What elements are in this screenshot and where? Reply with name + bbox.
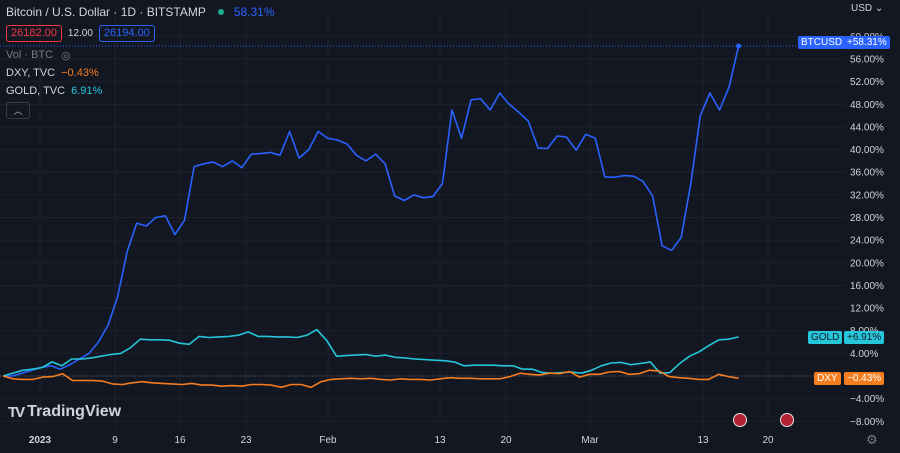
y-tick-label: 52.00% (850, 77, 884, 88)
currency-selector[interactable]: USD ⌄ (851, 3, 883, 14)
y-tick-label: −4.00% (850, 394, 884, 405)
y-tick-label: 44.00% (850, 122, 884, 133)
x-tick-label: 13 (434, 435, 446, 446)
symbol-change-pct: 58.31% (233, 5, 275, 19)
dxy-compare-row[interactable]: DXY, TVC −0.43% (6, 64, 275, 82)
gold-change: 6.91% (71, 85, 103, 97)
gear-icon[interactable]: ⚙ (866, 432, 878, 447)
x-tick-label: 9 (112, 435, 118, 446)
gold-series-line[interactable] (2, 328, 739, 377)
y-tick-label: 48.00% (850, 100, 884, 111)
dxy-change: −0.43% (61, 67, 99, 79)
y-tick-label: 24.00% (850, 236, 884, 247)
gold-series-tag: GOLD (808, 331, 843, 344)
x-tick-label: 2023 (29, 435, 52, 446)
x-tick-label: Mar (581, 435, 599, 446)
x-tick-label: 16 (174, 435, 186, 446)
chevron-down-icon: ⌄ (874, 3, 884, 14)
dxy-label: DXY, TVC (6, 67, 56, 79)
price-scale[interactable]: 60.00%56.00%52.00%48.00%44.00%40.00%36.0… (850, 32, 884, 428)
gold-compare-row[interactable]: GOLD, TVC 6.91% (6, 82, 275, 100)
buy-price-button[interactable]: 26194.00 (98, 24, 155, 42)
x-tick-label: 23 (240, 435, 252, 446)
gold-value-tag: +6.91% (844, 331, 885, 344)
btc-tag-name: BTCUSD (801, 37, 843, 48)
y-tick-label: 4.00% (850, 349, 878, 360)
btc-series-tag: BTCUSD (798, 36, 846, 49)
y-tick-label: 28.00% (850, 213, 884, 224)
x-tick-label: 13 (697, 435, 709, 446)
y-tick-label: 36.00% (850, 168, 884, 179)
btc-value-tag: +58.31% (844, 36, 890, 49)
collapse-legend-button[interactable]: ︿ (6, 102, 30, 119)
y-tick-label: 40.00% (850, 145, 884, 156)
gold-label: GOLD, TVC (6, 85, 66, 97)
volume-indicator-row[interactable]: Vol · BTC ◎ (6, 46, 275, 64)
dxy-tag-name: DXY (817, 373, 838, 384)
btcusd-series-line[interactable] (3, 45, 740, 377)
main-symbol-row[interactable]: Bitcoin / U.S. Dollar · 1D · BITSTAMP 58… (6, 3, 275, 21)
spread-value: 12.00 (67, 27, 93, 39)
y-tick-label: 12.00% (850, 304, 884, 315)
chart-grid (0, 10, 845, 430)
volume-label: Vol · BTC (6, 49, 54, 61)
btc-tag-value: +58.31% (847, 37, 887, 48)
btcusd-last-point (736, 43, 742, 49)
market-status-icon (217, 9, 224, 15)
bid-ask-row: 26182.00 12.00 26194.00 (6, 24, 275, 42)
dxy-series-tag: DXY (814, 372, 841, 385)
tradingview-logo-icon: TV (8, 403, 25, 421)
series-layer (2, 43, 742, 389)
currency-label: USD (851, 3, 873, 14)
us-flag-event-icon[interactable] (733, 413, 747, 427)
y-tick-label: −8.00% (850, 417, 884, 428)
x-tick-label: 20 (762, 435, 774, 446)
chart-legend: Bitcoin / U.S. Dollar · 1D · BITSTAMP 58… (6, 3, 275, 119)
y-tick-label: 16.00% (850, 281, 884, 292)
dxy-tag-value: −0.43% (847, 373, 882, 384)
gold-tag-value: +6.91% (847, 332, 882, 343)
chevron-up-icon: ︿ (13, 106, 23, 116)
dxy-value-tag: −0.43% (844, 372, 885, 385)
dxy-series-line[interactable] (2, 369, 739, 389)
time-scale[interactable]: 2023 9 16 23 Feb 13 20 Mar 13 20 (29, 435, 774, 446)
eye-hidden-icon[interactable]: ◎ (61, 49, 71, 62)
sell-price-button[interactable]: 26182.00 (6, 24, 62, 42)
us-flag-event-icon[interactable] (780, 413, 794, 427)
tradingview-logo[interactable]: TV TradingView (8, 403, 121, 421)
brand-name: TradingView (27, 403, 122, 420)
y-tick-label: 32.00% (850, 190, 884, 201)
x-tick-label: Feb (319, 435, 337, 446)
gold-tag-name: GOLD (811, 332, 840, 343)
symbol-title[interactable]: Bitcoin / U.S. Dollar · 1D · BITSTAMP (6, 5, 206, 19)
y-tick-label: 20.00% (850, 258, 884, 269)
x-tick-label: 20 (500, 435, 512, 446)
y-tick-label: 56.00% (850, 55, 884, 66)
